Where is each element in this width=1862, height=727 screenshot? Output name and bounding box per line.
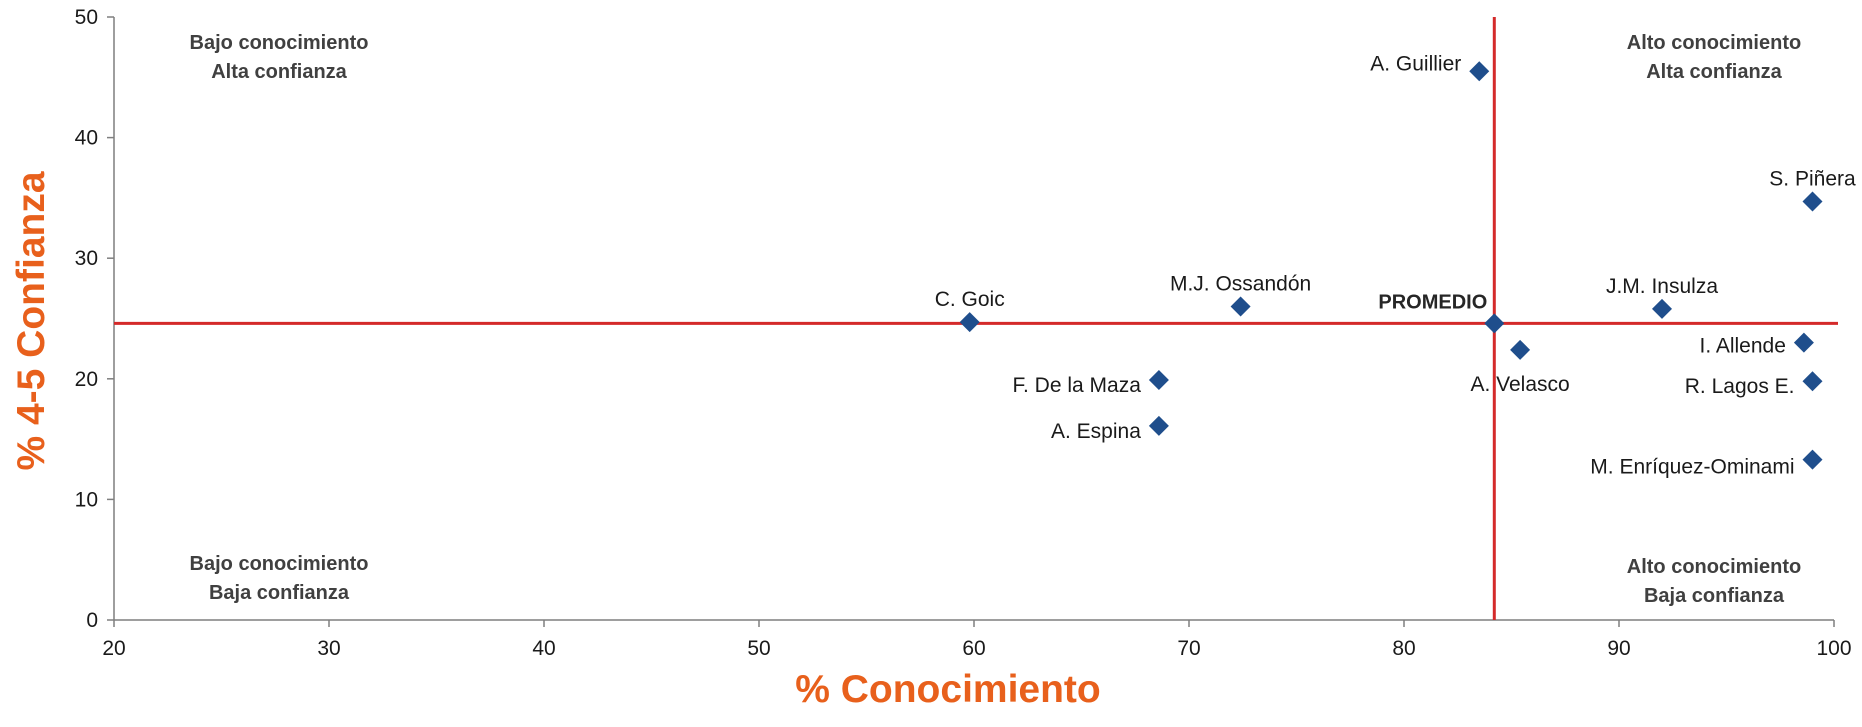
quadrant-label-bottom-right-line2: Baja confianza (1644, 585, 1785, 607)
x-tick-label: 30 (317, 637, 340, 660)
quadrant-labels: Bajo conocimiento Alta confianza Alto cono… (190, 32, 1802, 607)
axis-titles: % Conocimiento % 4-5 Confianza (10, 171, 1101, 711)
y-axis-title: % 4-5 Confianza (10, 171, 53, 470)
x-tick-label: 80 (1392, 637, 1415, 660)
point-marker-a-espina (1148, 415, 1169, 436)
quadrant-label-bottom-left-line2: Baja confianza (209, 582, 350, 604)
point-marker-i-allende (1793, 332, 1814, 353)
average-label: PROMEDIO (1378, 291, 1487, 313)
quadrant-label-top-right: Alto conocimiento (1627, 32, 1801, 54)
y-tick-label: 10 (75, 488, 98, 511)
point-label-a-velasco: A. Velasco (1470, 373, 1569, 396)
point-marker-m-j-ossand-n (1230, 296, 1251, 317)
x-tick-label: 40 (532, 637, 555, 660)
x-axis-title: % Conocimiento (795, 668, 1101, 711)
point-label-c-goic: C. Goic (935, 288, 1005, 311)
y-tick-label: 0 (86, 609, 98, 632)
x-tick-label: 100 (1816, 637, 1851, 660)
point-marker-f-de-la-maza (1148, 370, 1169, 391)
point-marker-a-guillier (1469, 61, 1490, 82)
point-label-a-guillier: A. Guillier (1370, 52, 1461, 75)
x-tick-label: 90 (1607, 637, 1630, 660)
point-label-a-espina: A. Espina (1051, 420, 1141, 443)
y-tick-label: 40 (75, 127, 98, 150)
point-marker-a-velasco (1510, 339, 1531, 360)
x-tick-label: 70 (1177, 637, 1200, 660)
quadrant-label-bottom-left: Bajo conocimiento (190, 553, 369, 575)
point-label-i-allende: I. Allende (1699, 335, 1785, 358)
y-tick-label: 50 (75, 6, 98, 29)
point-label-s-pi-era: S. Piñera (1769, 168, 1856, 191)
quadrant-label-top-right-line2: Alta confianza (1646, 61, 1782, 83)
quadrant-label-top-left: Bajo conocimiento (190, 32, 369, 54)
point-label-f-de-la-maza: F. De la Maza (1013, 374, 1142, 397)
point-label-m-j-ossand-n: M.J. Ossandón (1170, 272, 1311, 295)
average-point-marker (1484, 313, 1505, 334)
y-tick-label: 30 (75, 247, 98, 270)
point-marker-s-pi-era (1802, 191, 1823, 212)
point-marker-m-enr-quez-ominami (1802, 449, 1823, 470)
point-marker-c-goic (959, 312, 980, 333)
point-label-m-enr-quez-ominami: M. Enríquez-Ominami (1590, 456, 1794, 479)
point-label-j-m-insulza: J.M. Insulza (1606, 275, 1718, 298)
y-tick-label: 20 (75, 368, 98, 391)
x-tick-label: 20 (102, 637, 125, 660)
x-tick-label: 60 (962, 637, 985, 660)
point-marker-r-lagos-e (1802, 371, 1823, 392)
point-marker-j-m-insulza (1652, 298, 1672, 319)
point-label-r-lagos-e: R. Lagos E. (1685, 375, 1795, 398)
x-tick-label: 50 (747, 637, 770, 660)
quadrant-label-top-left-line2: Alta confianza (211, 61, 347, 83)
axes-layer: 20 30 40 50 60 70 80 90 100 0 10 20 30 40 50 (75, 6, 1852, 660)
data-points: A. Guillier S. Piñera C. Goic M.J. Ossandón… (935, 52, 1856, 478)
quadrant-label-bottom-right: Alto conocimiento (1627, 556, 1801, 578)
